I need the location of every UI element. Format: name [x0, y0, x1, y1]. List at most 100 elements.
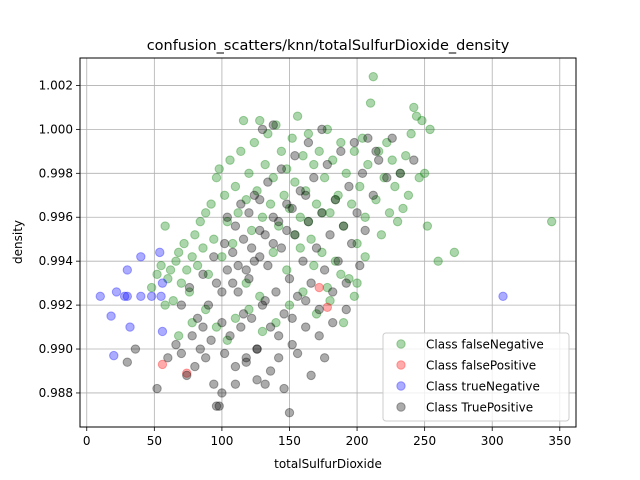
data-point: [268, 173, 278, 183]
data-point: [111, 287, 122, 297]
data-point: [376, 230, 387, 240]
data-point: [146, 291, 157, 302]
data-point: [336, 269, 346, 280]
y-tick-label: 0.996: [39, 210, 73, 224]
data-point: [263, 129, 273, 139]
data-point: [311, 199, 322, 209]
data-point: [290, 177, 300, 187]
data-point: [211, 401, 222, 411]
data-point: [295, 243, 305, 253]
data-point: [344, 181, 354, 192]
data-point: [228, 247, 238, 258]
data-point: [156, 260, 166, 271]
data-point: [260, 296, 270, 306]
data-point: [387, 133, 397, 143]
x-tick-label: 250: [413, 434, 436, 448]
data-point: [160, 221, 170, 231]
data-point: [146, 282, 157, 293]
data-point: [257, 300, 268, 310]
data-point: [255, 115, 265, 126]
data-point: [303, 137, 314, 148]
data-point: [263, 260, 273, 271]
data-point: [257, 326, 268, 337]
data-point: [157, 359, 168, 370]
data-point: [352, 278, 362, 288]
data-point: [306, 234, 316, 244]
data-point: [414, 173, 424, 183]
data-point: [360, 212, 370, 222]
data-point: [338, 317, 349, 328]
data-point: [298, 256, 308, 266]
data-point: [395, 168, 406, 179]
data-point: [328, 317, 338, 328]
data-point: [341, 278, 351, 288]
data-point: [184, 282, 195, 293]
data-point: [290, 151, 300, 161]
y-tick-label: 0.988: [39, 386, 73, 400]
data-point: [273, 216, 284, 227]
data-point: [225, 331, 235, 341]
data-point: [276, 146, 287, 157]
data-point: [244, 304, 254, 315]
data-point: [130, 344, 141, 354]
data-point: [306, 370, 316, 381]
y-tick-label: 0.998: [39, 166, 73, 180]
data-point: [176, 348, 187, 359]
data-point: [322, 302, 333, 312]
data-point: [498, 291, 508, 302]
data-point: [209, 379, 219, 389]
data-point: [206, 335, 216, 345]
data-point: [200, 353, 211, 363]
data-point: [200, 208, 211, 218]
data-point: [230, 361, 241, 372]
data-point: [330, 194, 341, 205]
data-point: [282, 164, 292, 174]
data-point: [219, 190, 230, 200]
data-point: [330, 194, 341, 205]
data-point: [233, 287, 243, 297]
data-point: [352, 208, 362, 218]
data-point: [355, 260, 365, 271]
data-point: [233, 260, 243, 271]
data-point: [222, 212, 233, 222]
data-point: [290, 230, 300, 240]
data-point: [314, 331, 324, 341]
data-point: [311, 309, 322, 319]
data-point: [249, 190, 260, 200]
data-point: [182, 265, 192, 275]
data-point: [184, 287, 195, 297]
data-point: [160, 300, 170, 310]
y-tick-label: 1.002: [39, 78, 73, 92]
data-point: [368, 71, 378, 82]
legend-marker: [396, 339, 406, 349]
data-point: [156, 291, 166, 302]
y-tick-label: 0.994: [39, 254, 73, 268]
data-point: [282, 265, 292, 275]
data-point: [225, 155, 235, 165]
data-point: [403, 190, 414, 200]
data-point: [236, 146, 246, 157]
data-point: [122, 357, 133, 367]
x-tick-label: 350: [548, 434, 571, 448]
data-point: [176, 278, 187, 288]
data-point: [273, 331, 284, 341]
data-point: [333, 256, 343, 266]
data-point: [244, 168, 254, 179]
data-point: [336, 146, 346, 157]
legend-marker: [396, 360, 406, 370]
data-point: [292, 348, 303, 359]
data-point: [257, 212, 268, 222]
data-point: [136, 252, 146, 262]
data-point: [187, 252, 197, 262]
data-point: [163, 353, 173, 363]
data-point: [238, 309, 249, 319]
data-point: [255, 252, 265, 262]
data-point: [411, 111, 422, 121]
data-point: [222, 335, 233, 345]
data-point: [228, 278, 238, 288]
data-point: [230, 313, 241, 323]
data-point: [301, 186, 311, 196]
data-point: [333, 190, 343, 200]
data-point: [238, 115, 249, 126]
data-point: [382, 173, 392, 183]
